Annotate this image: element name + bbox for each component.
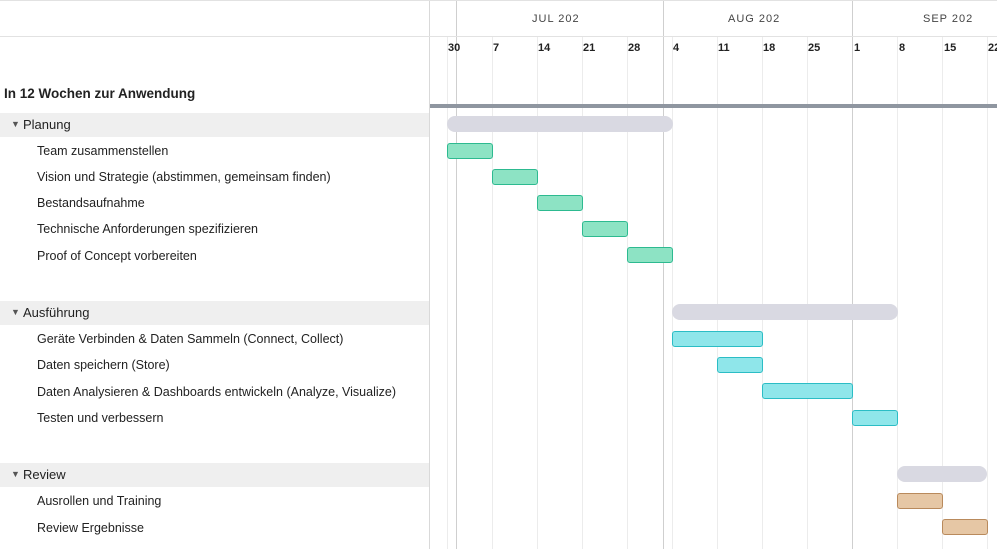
task-label[interactable]: Proof of Concept vorbereiten <box>37 249 197 263</box>
group-label: Review <box>23 467 66 482</box>
task-label[interactable]: Team zusammenstellen <box>37 144 169 158</box>
week-gridline <box>762 37 763 549</box>
group-row-ausfuehrung[interactable] <box>0 301 430 325</box>
gantt-timeline[interactable]: JUL 202 AUG 202 SEP 202 30 7 14 21 28 4 … <box>430 0 997 549</box>
week-gridline <box>987 37 988 549</box>
task-bar[interactable] <box>897 493 943 509</box>
month-separator <box>663 0 664 549</box>
task-bar[interactable] <box>447 143 493 159</box>
week-label: 14 <box>538 42 551 54</box>
task-panel: In 12 Wochen zur Anwendung ▼ Planung Tea… <box>0 0 430 549</box>
group-summary-bar-planung[interactable] <box>447 116 673 132</box>
week-label: 18 <box>763 42 776 54</box>
week-gridline <box>897 37 898 549</box>
project-summary-bar[interactable] <box>430 104 997 108</box>
task-label[interactable]: Geräte Verbinden & Daten Sammeln (Connec… <box>37 332 344 346</box>
week-gridline <box>627 37 628 549</box>
project-title[interactable]: In 12 Wochen zur Anwendung <box>4 86 196 101</box>
group-summary-bar-review[interactable] <box>897 466 987 482</box>
week-gridline <box>942 37 943 549</box>
week-gridline <box>537 37 538 549</box>
task-label[interactable]: Daten speichern (Store) <box>37 358 170 372</box>
week-gridline <box>717 37 718 549</box>
week-label: 8 <box>899 42 906 54</box>
caret-down-icon[interactable]: ▼ <box>11 119 20 129</box>
task-label[interactable]: Daten Analysieren & Dashboards entwickel… <box>37 385 396 399</box>
month-label: SEP 202 <box>923 13 974 25</box>
header-divider <box>0 36 997 37</box>
task-bar[interactable] <box>537 195 583 211</box>
task-bar[interactable] <box>582 221 628 237</box>
task-label[interactable]: Bestandsaufnahme <box>37 196 145 210</box>
week-gridline <box>447 37 448 549</box>
group-summary-bar-ausfuehrung[interactable] <box>672 304 898 320</box>
week-label: 1 <box>854 42 861 54</box>
week-gridline <box>582 37 583 549</box>
month-separator <box>456 0 457 549</box>
task-bar[interactable] <box>492 169 538 185</box>
week-label: 15 <box>944 42 957 54</box>
week-label: 28 <box>628 42 641 54</box>
week-label: 30 <box>448 42 461 54</box>
task-bar[interactable] <box>672 331 763 347</box>
task-bar[interactable] <box>717 357 763 373</box>
week-gridline <box>492 37 493 549</box>
group-row-planung[interactable] <box>0 113 430 137</box>
task-label[interactable]: Vision und Strategie (abstimmen, gemeins… <box>37 170 331 184</box>
week-label: 22 <box>988 42 997 54</box>
month-label: AUG 202 <box>728 13 781 25</box>
panel-divider[interactable] <box>429 0 430 549</box>
week-label: 7 <box>493 42 500 54</box>
group-label: Ausführung <box>23 305 90 320</box>
week-label: 21 <box>583 42 596 54</box>
task-label[interactable]: Technische Anforderungen spezifizieren <box>37 222 258 236</box>
task-bar[interactable] <box>852 410 898 426</box>
header-top-border <box>0 0 997 1</box>
week-label: 25 <box>808 42 821 54</box>
week-gridline <box>672 37 673 549</box>
month-label: JUL 202 <box>532 13 580 25</box>
caret-down-icon[interactable]: ▼ <box>11 307 20 317</box>
task-label[interactable]: Ausrollen und Training <box>37 494 162 508</box>
group-label: Planung <box>23 117 71 132</box>
task-label[interactable]: Testen und verbessern <box>37 411 164 425</box>
week-gridline <box>807 37 808 549</box>
month-separator <box>852 0 853 549</box>
task-bar[interactable] <box>627 247 673 263</box>
group-row-review[interactable] <box>0 463 430 487</box>
task-bar[interactable] <box>942 519 988 535</box>
week-label: 11 <box>718 42 730 54</box>
week-label: 4 <box>673 42 680 54</box>
task-bar[interactable] <box>762 383 853 399</box>
caret-down-icon[interactable]: ▼ <box>11 469 20 479</box>
task-label[interactable]: Review Ergebnisse <box>37 521 144 535</box>
